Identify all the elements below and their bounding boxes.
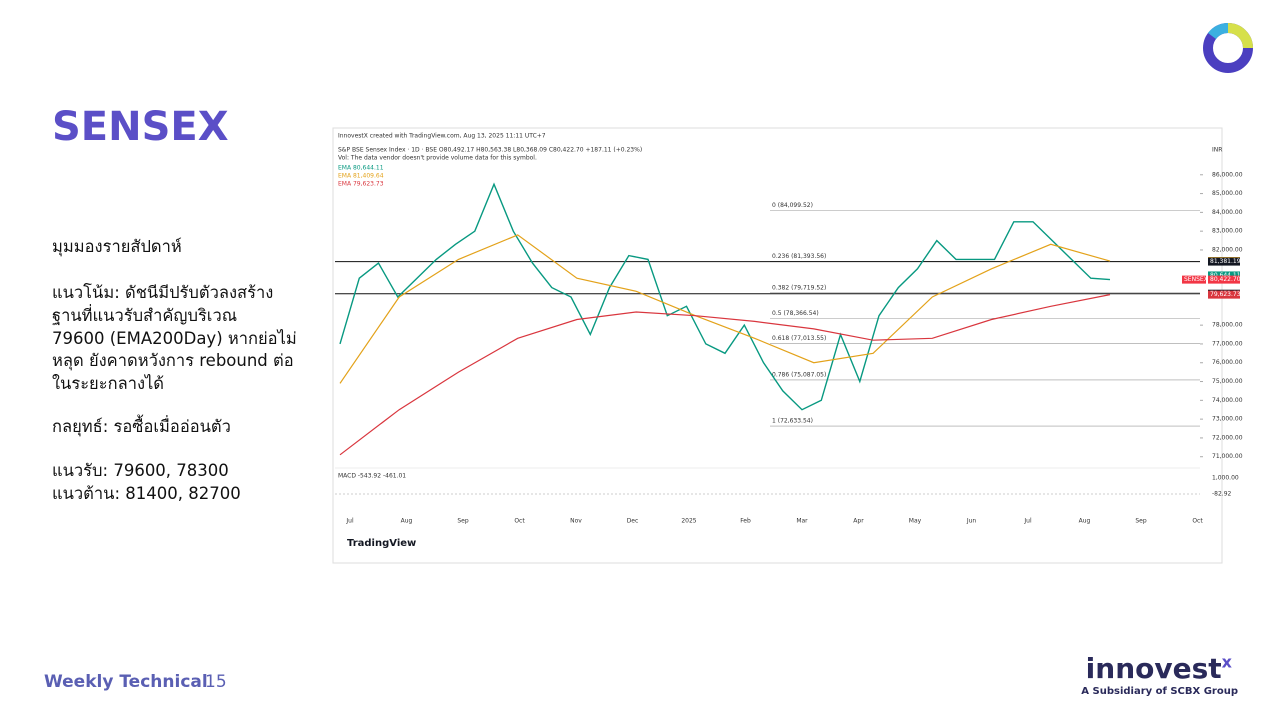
- fib-label: 0.382 (79,719.52): [772, 284, 826, 291]
- page-number: 15: [205, 672, 227, 692]
- fib-label: 1 (72,633.54): [772, 418, 813, 425]
- y-tick-label: 76,000.00: [1212, 359, 1243, 366]
- price-tag-label: 80,422.70: [1210, 276, 1241, 283]
- macd-tick: 1,000.00: [1212, 475, 1239, 482]
- macd-tick: -82.92: [1212, 491, 1232, 498]
- text-line: 79600 (EMA200Day) หากย่อไม่: [52, 329, 297, 348]
- chart-frame: [332, 127, 1223, 564]
- y-tick-label: 82,000.00: [1212, 246, 1243, 253]
- y-tick-label: 77,000.00: [1212, 340, 1243, 347]
- currency: INR: [1212, 147, 1222, 154]
- text-line: กลยุทธ์: รอซื้อเมื่ออ่อนตัว: [52, 417, 231, 436]
- price-tag-label: 80,644.11: [1210, 272, 1241, 279]
- text-line: แนวรับ: 79600, 78300: [52, 461, 229, 480]
- y-tick-label: 75,000.00: [1212, 378, 1243, 385]
- text-line: ในระยะกลางได้: [52, 374, 165, 393]
- fib-label: 0 (84,099.52): [772, 202, 813, 209]
- macd-title: MACD -543.92 -461.01: [338, 473, 406, 480]
- x-tick-label: Mar: [796, 518, 808, 525]
- slide-title: SENSEX: [52, 104, 229, 150]
- price-tag: [1208, 290, 1240, 299]
- text-line: ฐานที่แนวรับสำคัญบริเวณ: [52, 306, 238, 325]
- y-tick-label: 78,000.00: [1212, 322, 1243, 329]
- text-line: หลุด ยังคาดหวังการ rebound ต่อ: [52, 351, 294, 370]
- chart-header: S&P BSE Sensex Index · 1D · BSE O80,492.…: [338, 147, 642, 154]
- y-tick-label: 72,000.00: [1212, 434, 1243, 441]
- y-tick-label: 85,000.00: [1212, 190, 1243, 197]
- chart-header: EMA 80,644.11: [338, 165, 384, 172]
- price-tag: [1208, 271, 1240, 280]
- x-tick-label: Sep: [457, 518, 469, 525]
- y-tick-label: 71,000.00: [1212, 453, 1243, 460]
- price-tag: [1208, 257, 1240, 266]
- fib-label: 0.786 (75,087.05): [772, 371, 826, 378]
- x-tick-label: Jun: [966, 518, 977, 525]
- x-tick-label: May: [909, 518, 922, 525]
- x-tick-label: Jul: [1023, 518, 1032, 525]
- brand-logo: innovestx: [1086, 652, 1232, 685]
- y-tick-label: 73,000.00: [1212, 416, 1243, 423]
- x-tick-label: Aug: [401, 518, 413, 525]
- x-tick-label: Oct: [1192, 518, 1203, 525]
- text-line: มุมมองรายสัปดาห์: [52, 237, 182, 256]
- y-tick-label: 74,000.00: [1212, 397, 1243, 404]
- fib-label: 0.618 (77,013.55): [772, 335, 826, 342]
- price-tag: [1208, 275, 1240, 284]
- corner-logo: [1203, 23, 1253, 73]
- chart-header: EMA 79,623.73: [338, 181, 384, 188]
- y-tick-label: 83,000.00: [1212, 228, 1243, 235]
- x-tick-label: Jul: [345, 518, 354, 525]
- price-tag-label: 79,623.73: [1210, 291, 1241, 298]
- series-line: [339, 294, 1111, 456]
- x-tick-label: Dec: [627, 518, 639, 525]
- chart-header: Vol: The data vendor doesn't provide vol…: [338, 155, 537, 162]
- x-tick-label: Feb: [740, 518, 751, 525]
- symbol-tag: [1182, 275, 1206, 284]
- text-line: แนวต้าน: 81400, 82700: [52, 484, 241, 503]
- price-tag-label: 81,381.19: [1210, 258, 1241, 265]
- footer: Weekly Technical: [44, 672, 208, 692]
- chart-header: InnovestX created with TradingView.com, …: [338, 133, 546, 140]
- x-tick-label: Nov: [570, 518, 582, 525]
- x-tick-label: Apr: [853, 518, 864, 525]
- tv-brand: TradingView: [347, 538, 416, 549]
- fib-label: 0.236 (81,393.56): [772, 253, 826, 260]
- y-tick-label: 84,000.00: [1212, 209, 1243, 216]
- x-tick-label: Oct: [514, 518, 525, 525]
- fib-label: 0.5 (78,366.54): [772, 310, 819, 317]
- brand-mark: x: [1221, 652, 1232, 672]
- brand-name: innovest: [1085, 652, 1222, 685]
- x-tick-label: 2025: [681, 518, 696, 525]
- y-tick-label: 86,000.00: [1212, 171, 1243, 178]
- series-line: [339, 182, 1111, 411]
- chart-header: EMA 81,409.64: [338, 173, 384, 180]
- brand-subtitle: A Subsidiary of SCBX Group: [1081, 686, 1238, 697]
- x-tick-label: Aug: [1079, 518, 1091, 525]
- series-line: [339, 234, 1111, 384]
- symbol-label: SENSEX: [1184, 276, 1208, 283]
- text-line: แนวโน้ม: ดัชนีมีปรับตัวลงสร้าง: [52, 283, 274, 302]
- x-tick-label: Sep: [1135, 518, 1147, 525]
